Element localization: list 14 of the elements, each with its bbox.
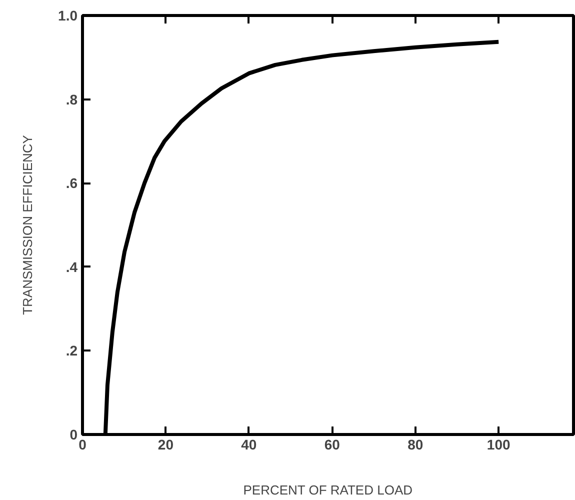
x-axis-title: PERCENT OF RATED LOAD [243,482,413,498]
y-axis-title: TRANSMISSION EFFICIENCY [20,134,36,315]
y-tick-label: .8 [66,91,78,108]
y-tick-label: 1.0 [58,8,78,24]
y-tick-label: .6 [66,175,78,192]
y-tick-label: .4 [66,258,78,275]
line-series [103,40,501,434]
x-tick-label: 20 [158,436,174,452]
y-tick-label: 0 [70,426,78,442]
x-tick-label: 100 [486,436,510,452]
y-tick-label: .2 [66,342,78,359]
x-tick-label: 40 [241,436,257,452]
x-tick-label: 60 [324,436,340,452]
x-tick-label: 80 [408,436,424,452]
